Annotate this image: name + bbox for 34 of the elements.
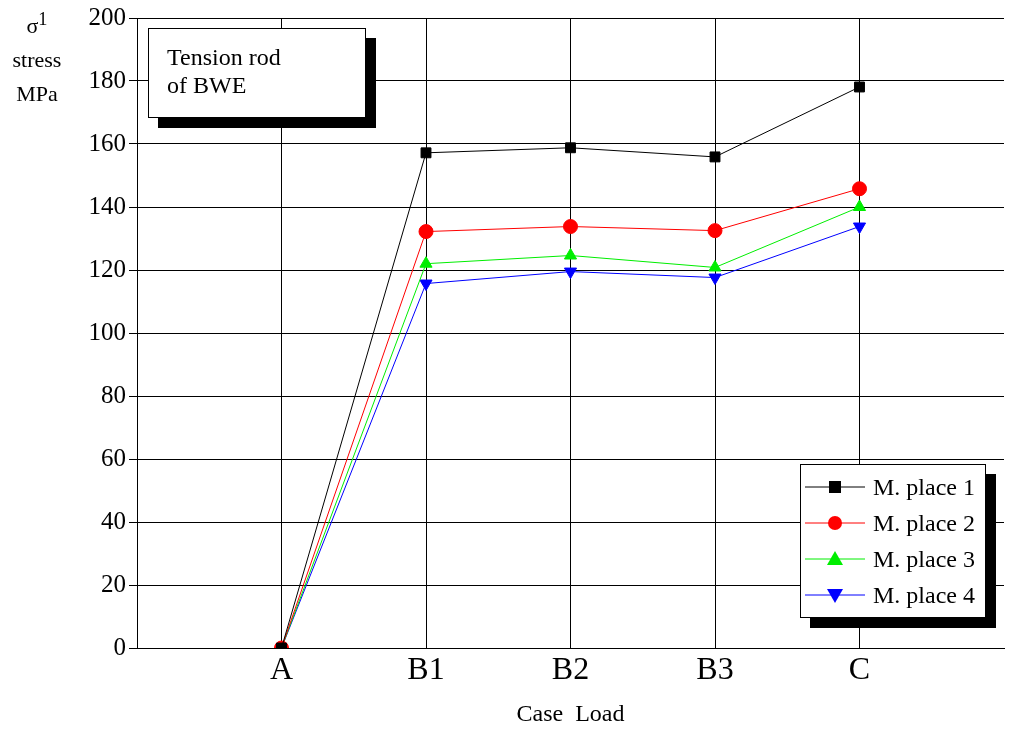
x-tick-label: A	[269, 649, 294, 686]
legend-label: M. place 1	[873, 473, 975, 501]
point	[852, 199, 867, 211]
point	[852, 181, 867, 197]
point	[563, 248, 578, 260]
y-tick-label: 180	[88, 65, 126, 93]
point	[709, 151, 721, 163]
x-tick-label: C	[848, 649, 871, 686]
y-axis-title: σ$^{1}$ stress MPa	[11, 8, 63, 109]
y-tick-label: 160	[88, 128, 126, 156]
y-tick-label: 200	[88, 2, 126, 30]
legend-label: M. place 2	[873, 509, 975, 537]
point	[420, 147, 432, 159]
y-tick-label: 20	[101, 569, 126, 597]
point	[563, 219, 578, 235]
point	[565, 142, 576, 154]
point	[707, 223, 723, 239]
y-tick-label: 80	[101, 380, 126, 408]
y-tick-label: 60	[101, 443, 126, 471]
legend-label: M. place 3	[873, 545, 975, 573]
y-tick-label: 0	[113, 632, 126, 660]
y-tick-label: 140	[88, 191, 126, 219]
x-tick-label: B3	[696, 649, 734, 686]
x-tick-label: B1	[407, 649, 445, 686]
point	[854, 81, 865, 93]
y-tick-label: 40	[101, 506, 126, 534]
x-axis-title: Case Load	[516, 699, 625, 726]
point	[708, 259, 722, 272]
y-tick-label: 120	[88, 254, 126, 282]
point	[419, 256, 433, 268]
legend-label: M. place 4	[873, 581, 975, 609]
y-tick-label: 100	[88, 317, 126, 345]
x-tick-label: B2	[551, 649, 590, 686]
point	[418, 224, 434, 240]
